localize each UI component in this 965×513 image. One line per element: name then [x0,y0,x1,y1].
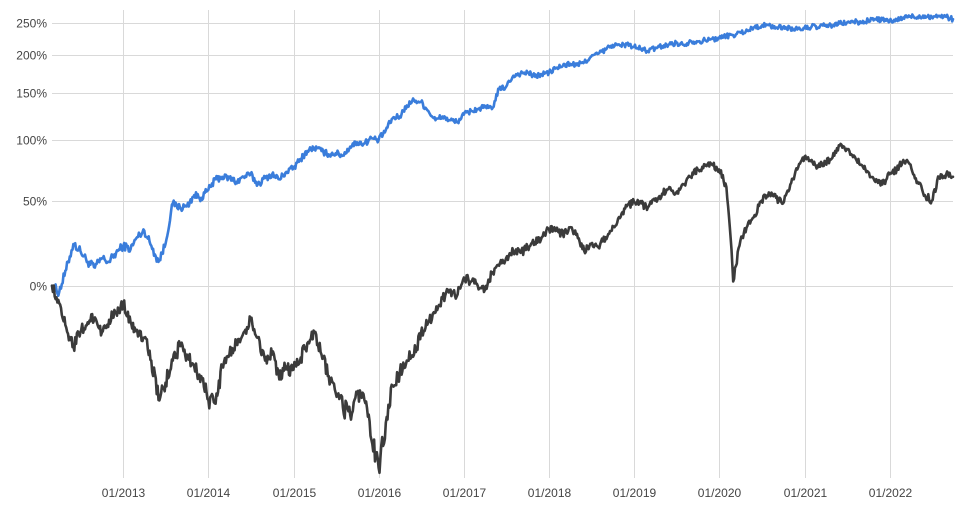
x-tick-label: 01/2017 [443,486,487,500]
chart-grid [52,10,953,478]
y-tick-label: 150% [16,87,47,101]
y-tick-label: 250% [16,17,47,31]
y-tick-label: 200% [16,49,47,63]
y-tick-label: 0% [30,280,48,294]
x-axis-labels: 01/2013 01/2014 01/2015 01/2016 01/2017 01/20… [102,486,913,500]
x-tick-label: 01/2016 [358,486,402,500]
series-line-2 [50,142,955,475]
x-tick-label: 01/2020 [698,486,742,500]
x-tick-label: 01/2018 [528,486,572,500]
x-tick-label: 01/2015 [273,486,317,500]
y-tick-label: 50% [23,195,47,209]
y-axis-labels: 0% 50% 100% 150% 200% 250% [16,17,47,294]
chart-series [50,13,955,475]
series-line-1 [50,13,955,298]
x-tick-label: 01/2014 [187,486,231,500]
x-tick-label: 01/2021 [784,486,828,500]
x-tick-label: 01/2019 [613,486,657,500]
y-tick-label: 100% [16,134,47,148]
x-tick-label: 01/2013 [102,486,146,500]
x-tick-label: 01/2022 [869,486,913,500]
